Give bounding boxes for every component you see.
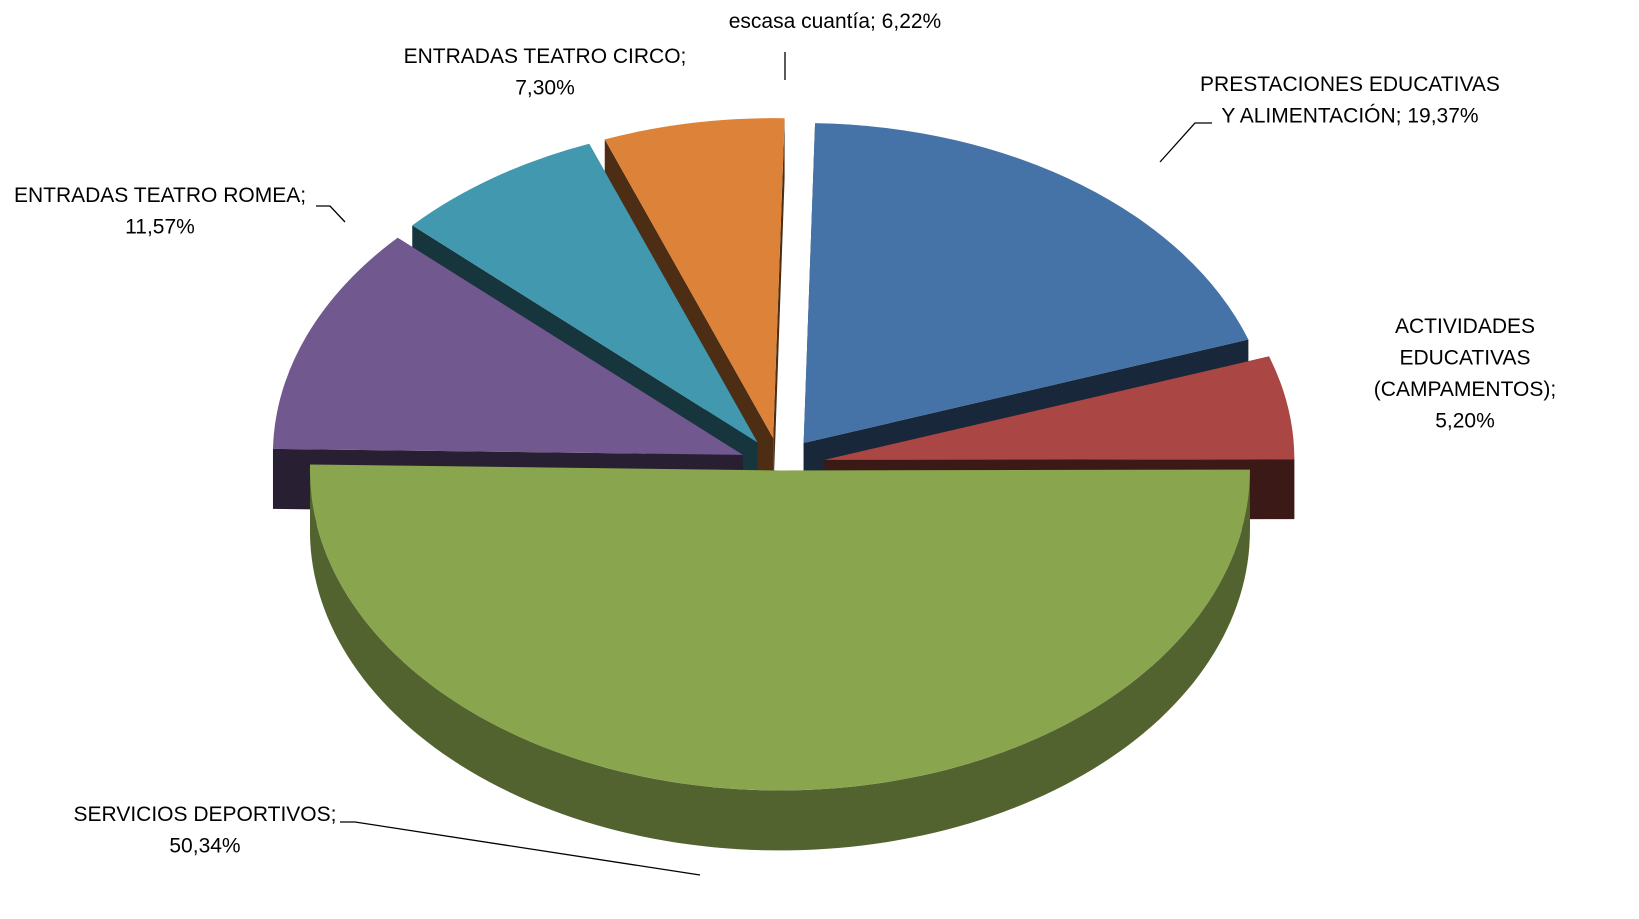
leader-line <box>340 821 701 876</box>
data-label: ACTIVIDADES EDUCATIVAS (CAMPAMENTOS); 5,20% <box>1374 315 1556 433</box>
slice-side <box>773 118 785 499</box>
slice-wall <box>309 464 1250 851</box>
slice <box>309 464 1250 791</box>
data-label: SERVICIOS DEPORTIVOS; 50,34% <box>74 803 337 858</box>
data-label: PRESTACIONES EDUCATIVAS Y ALIMENTACIÓN; 1… <box>1200 73 1500 128</box>
slice <box>272 237 743 455</box>
data-label: ENTRADAS TEATRO ROMEA; 11,57% <box>14 184 306 239</box>
labels: escasa cuantía; 6,22% PRESTACIONES EDUCAT… <box>14 10 1556 858</box>
slice <box>824 356 1295 460</box>
slice <box>604 118 785 439</box>
leaders <box>316 52 1212 876</box>
data-label: ENTRADAS TEATRO CIRCO; 7,30% <box>404 45 687 100</box>
pie <box>272 118 1295 851</box>
leader-line <box>1159 122 1212 163</box>
data-label: escasa cuantía; 6,22% <box>729 10 941 33</box>
slice <box>803 123 1249 444</box>
leader-line <box>316 205 346 223</box>
slice <box>412 143 758 443</box>
